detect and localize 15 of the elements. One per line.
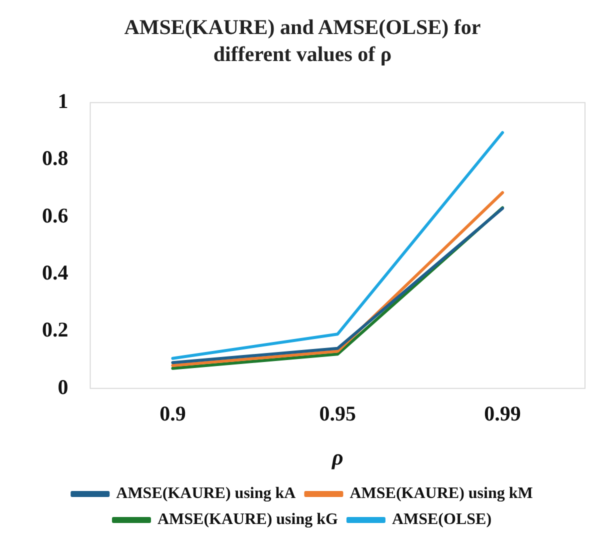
legend-label: AMSE(KAURE) using kA bbox=[116, 485, 296, 502]
y-tick-label: 0.2 bbox=[42, 318, 68, 342]
legend-label: AMSE(KAURE) using kM bbox=[350, 485, 533, 502]
y-tick-label: 0.4 bbox=[42, 260, 69, 284]
x-axis-title: ρ bbox=[330, 444, 344, 470]
y-tick-label: 0.6 bbox=[42, 203, 68, 228]
x-tick-label: 0.9 bbox=[160, 401, 186, 426]
legend-label: AMSE(OLSE) bbox=[392, 511, 492, 528]
x-tick-label: 0.95 bbox=[319, 401, 356, 426]
y-tick-label: 0.8 bbox=[42, 146, 68, 170]
x-tick-label: 0.99 bbox=[484, 401, 521, 426]
legend-label: AMSE(KAURE) using kG bbox=[157, 511, 339, 528]
y-tick-label: 0 bbox=[58, 374, 68, 399]
y-tick-label: 1 bbox=[58, 89, 68, 114]
chart-title: AMSE(KAURE) and AMSE(OLSE) for different values of ρ bbox=[123, 14, 482, 68]
